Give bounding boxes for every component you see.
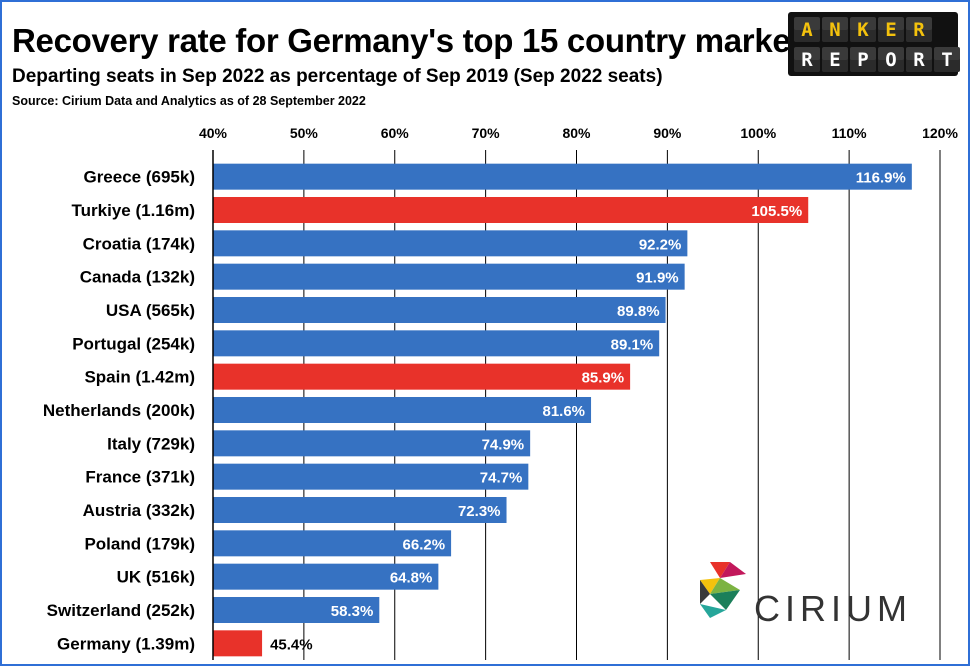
logo-tile: E (822, 47, 848, 72)
bar (213, 430, 531, 457)
logo-tile: O (878, 47, 904, 72)
x-tick-label: 40% (199, 125, 228, 141)
bar (213, 197, 809, 223)
category-label: Italy (729k) (107, 434, 195, 453)
data-label: 116.9% (856, 170, 906, 187)
bar (213, 297, 666, 323)
logo-tile: R (906, 17, 932, 42)
logo-tile: A (794, 17, 820, 42)
bar (213, 363, 631, 390)
category-label: France (371k) (85, 468, 195, 487)
data-label: 74.7% (480, 470, 523, 487)
data-label: 81.6% (542, 403, 585, 420)
logo-tile: R (794, 47, 820, 72)
logo-tile: T (934, 47, 960, 72)
category-label: Poland (179k) (84, 534, 195, 553)
data-label: 64.8% (390, 570, 433, 587)
bar (213, 230, 688, 257)
x-tick-label: 120% (922, 125, 958, 141)
cirium-mark-icon (700, 562, 746, 618)
chart-subtitle: Departing seats in Sep 2022 as percentag… (12, 66, 663, 87)
data-label: 74.9% (482, 436, 525, 453)
category-label: Portugal (254k) (72, 334, 195, 353)
data-label: 45.4% (270, 636, 313, 653)
x-tick-label: 100% (740, 125, 776, 141)
category-label: Canada (132k) (80, 268, 195, 287)
x-tick-label: 70% (472, 125, 501, 141)
logo-tile: E (878, 17, 904, 42)
data-label: 72.3% (458, 503, 501, 520)
logo-tile: K (850, 17, 876, 42)
bar (213, 330, 660, 357)
data-label: 85.9% (582, 370, 625, 387)
data-label: 92.2% (639, 236, 682, 253)
x-tick-label: 110% (832, 125, 868, 141)
chart-title: Recovery rate for Germany's top 15 count… (12, 22, 820, 59)
category-label: Netherlands (200k) (43, 401, 195, 420)
cirium-logo: CIRIUM (696, 560, 936, 640)
bar (213, 530, 452, 557)
logo-tile: P (850, 47, 876, 72)
category-label: Croatia (174k) (83, 234, 195, 253)
category-label: Spain (1.42m) (84, 368, 195, 387)
data-label: 89.1% (611, 336, 654, 353)
logo-tile: N (822, 17, 848, 42)
x-tick-label: 60% (381, 125, 410, 141)
x-tick-label: 50% (290, 125, 319, 141)
category-label: Turkiye (1.16m) (72, 201, 195, 220)
bar (213, 630, 263, 657)
category-label: Austria (332k) (83, 501, 195, 520)
x-tick-label: 80% (562, 125, 591, 141)
category-label: USA (565k) (106, 301, 195, 320)
bar (213, 597, 380, 623)
bar (213, 163, 912, 190)
x-tick-label: 90% (653, 125, 682, 141)
logo-tile: R (906, 47, 932, 72)
data-label: 105.5% (751, 203, 802, 220)
bar (213, 497, 507, 523)
bar (213, 463, 529, 490)
bar (213, 563, 439, 590)
category-label: Germany (1.39m) (57, 634, 195, 653)
bar (213, 397, 592, 423)
data-label: 91.9% (636, 270, 679, 287)
category-label: Switzerland (252k) (47, 601, 195, 620)
category-label: UK (516k) (117, 568, 195, 587)
category-label: Greece (695k) (83, 168, 195, 187)
data-label: 58.3% (331, 603, 374, 620)
data-label: 89.8% (617, 303, 660, 320)
bar (213, 263, 685, 290)
anker-report-logo: A N K E R R E P O R T (788, 12, 960, 76)
chart-source: Source: Cirium Data and Analytics as of … (12, 94, 366, 108)
cirium-wordmark: CIRIUM (754, 588, 912, 629)
data-label: 66.2% (403, 536, 446, 553)
